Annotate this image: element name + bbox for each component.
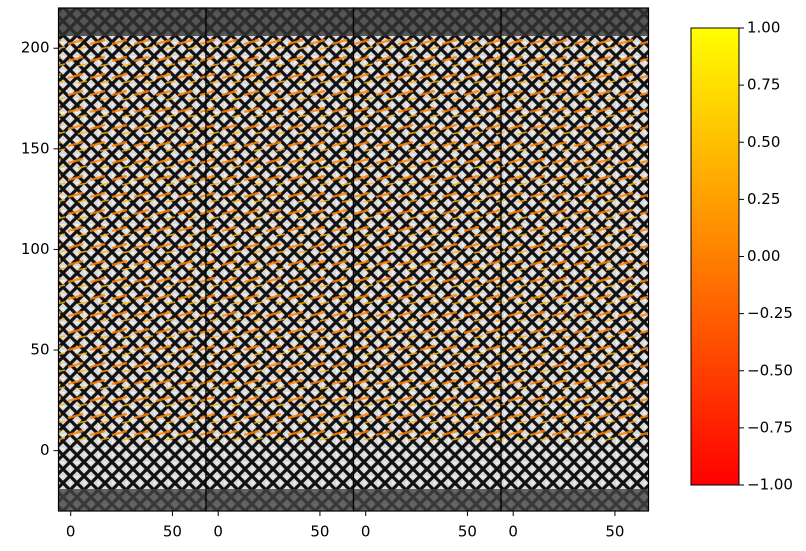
vector-field	[353, 38, 501, 441]
panel	[352, 7, 502, 512]
colorbar-tick-label: 0.25	[747, 190, 780, 208]
vector-field	[206, 38, 354, 441]
x-tick-label: 0	[66, 523, 76, 541]
frame-band	[206, 8, 354, 36]
x-tick-label: 50	[310, 523, 329, 541]
colorbar-tick-label: −1.00	[747, 476, 793, 494]
vector-field	[501, 38, 649, 441]
x-tick-label: 0	[508, 523, 518, 541]
frame-band	[206, 489, 354, 511]
y-tick-label: 100	[21, 240, 50, 258]
x-tick-label: 0	[213, 523, 223, 541]
colorbar-tick-label: 1.00	[747, 19, 780, 37]
colorbar-tick-label: −0.25	[747, 304, 793, 322]
frame-band	[58, 489, 206, 511]
panel	[205, 7, 355, 512]
colorbar-tick-label: −0.50	[747, 361, 793, 379]
frame-band	[501, 489, 649, 511]
colorbar-tick-label: 0.75	[747, 76, 780, 94]
x-tick-label: 50	[605, 523, 624, 541]
x-tick-label: 0	[361, 523, 371, 541]
vector-field	[58, 38, 206, 441]
y-tick-label: 50	[30, 341, 49, 359]
colorbar	[690, 27, 740, 486]
colorbar-tick-label: −0.75	[747, 418, 793, 436]
panel	[500, 7, 650, 512]
frame-band	[501, 8, 649, 36]
x-tick-label: 50	[458, 523, 477, 541]
colorbar-tick-label: 0.00	[747, 247, 780, 265]
y-tick-label: 150	[21, 139, 50, 157]
frame-band	[58, 8, 206, 36]
frame-band	[353, 489, 501, 511]
y-tick-label: 0	[40, 441, 50, 459]
frame-band	[353, 8, 501, 36]
y-tick-label: 200	[21, 39, 50, 57]
x-tick-label: 50	[163, 523, 182, 541]
axes-frame	[500, 7, 650, 512]
colorbar-tick-label: 0.50	[747, 133, 780, 151]
panel	[57, 7, 207, 512]
